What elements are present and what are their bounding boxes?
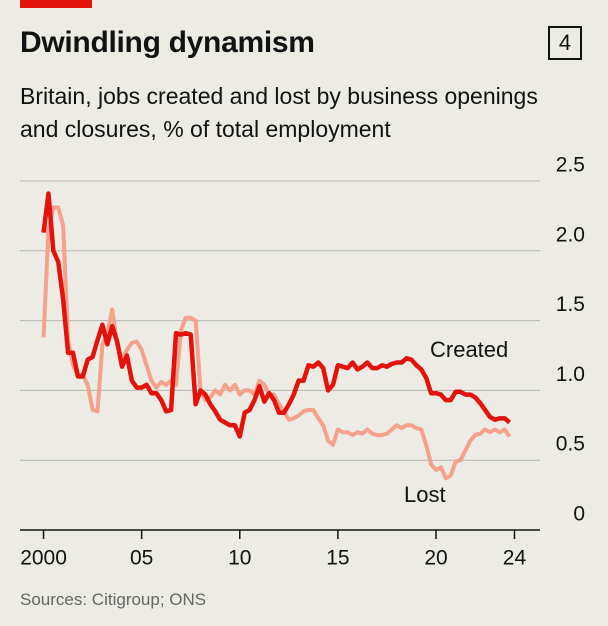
x-tick-label: 20 xyxy=(424,547,447,570)
page-number: 4 xyxy=(548,26,582,60)
source-note: Sources: Citigroup; ONS xyxy=(20,590,207,609)
chart-subtitle: Britain, jobs created and lost by busine… xyxy=(20,83,538,142)
x-tick-label: 24 xyxy=(503,547,527,570)
x-tick-label: 10 xyxy=(228,547,251,570)
x-tick-label: 05 xyxy=(130,547,153,570)
x-tick-label: 2000 xyxy=(20,547,67,570)
y-tick-label: 0.5 xyxy=(556,433,585,456)
y-tick-label: 2.5 xyxy=(556,154,585,177)
series-label: Created xyxy=(430,337,508,362)
series-label: Lost xyxy=(404,482,446,507)
data-line xyxy=(41,191,512,439)
y-tick-label: 1.0 xyxy=(556,363,585,386)
brand-bar xyxy=(20,0,92,8)
x-tick-label: 15 xyxy=(326,547,349,570)
y-tick-label: 1.5 xyxy=(556,293,585,316)
y-tick-label: 2.0 xyxy=(556,223,585,246)
chart-title: Dwindling dynamism xyxy=(20,26,315,59)
y-tick-label: 0 xyxy=(573,503,585,526)
